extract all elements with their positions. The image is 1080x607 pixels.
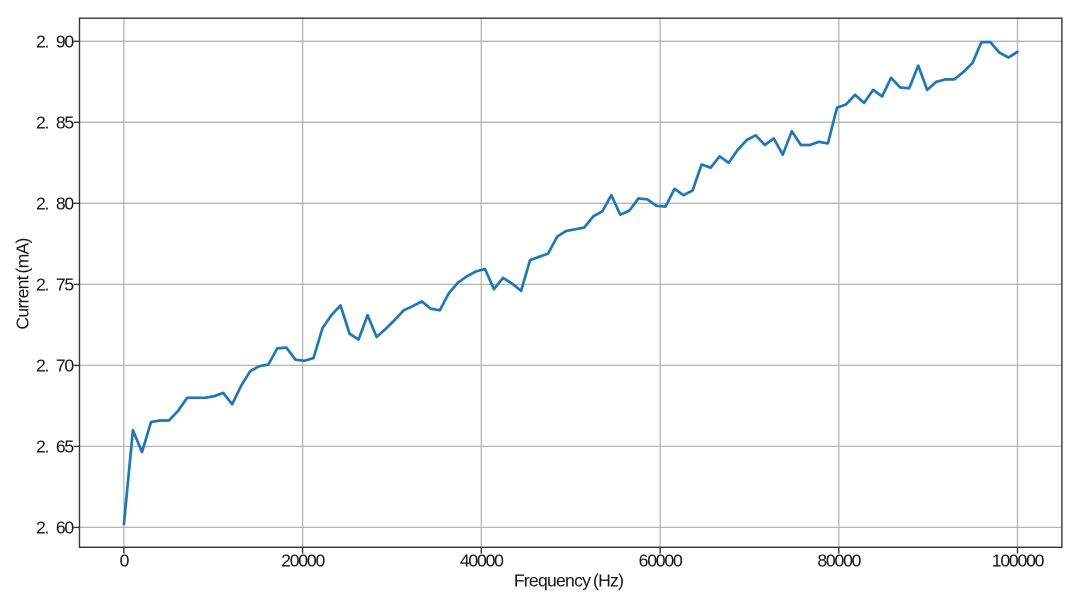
svg-text:Current (mA): Current (mA) — [13, 238, 33, 329]
svg-text:2. 75: 2. 75 — [36, 275, 74, 295]
svg-text:60000: 60000 — [639, 551, 683, 571]
svg-text:20000: 20000 — [281, 551, 325, 571]
svg-text:40000: 40000 — [460, 551, 504, 571]
svg-text:100000: 100000 — [992, 551, 1045, 571]
svg-text:2. 90: 2. 90 — [36, 32, 74, 52]
svg-text:Frequency (Hz): Frequency (Hz) — [514, 571, 623, 591]
svg-text:80000: 80000 — [817, 551, 861, 571]
svg-text:2. 65: 2. 65 — [36, 437, 74, 457]
svg-text:2. 70: 2. 70 — [36, 356, 74, 376]
svg-text:2. 60: 2. 60 — [36, 518, 74, 538]
svg-text:2. 85: 2. 85 — [36, 113, 74, 133]
svg-text:0: 0 — [120, 551, 130, 571]
svg-text:2. 80: 2. 80 — [36, 194, 74, 214]
